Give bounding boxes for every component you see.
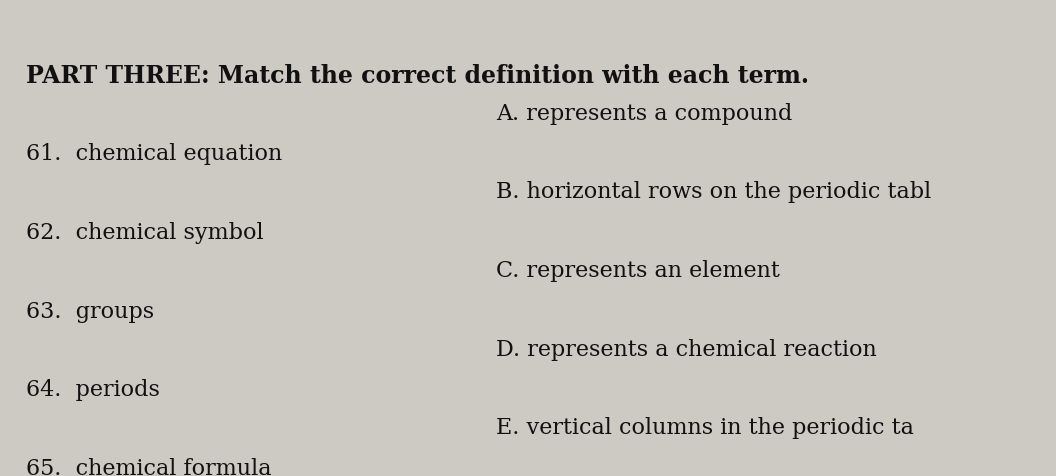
Text: 63.  groups: 63. groups <box>26 300 154 322</box>
Text: PART THREE: Match the correct definition with each term.: PART THREE: Match the correct definition… <box>26 64 809 88</box>
Text: 64.  periods: 64. periods <box>26 378 161 400</box>
Text: B. horizontal rows on the periodic tabl: B. horizontal rows on the periodic tabl <box>496 181 931 203</box>
Text: C. represents an element: C. represents an element <box>496 259 780 281</box>
Text: 65.  chemical formula: 65. chemical formula <box>26 457 271 476</box>
Text: D. represents a chemical reaction: D. represents a chemical reaction <box>496 338 878 360</box>
Text: E. vertical columns in the periodic ta: E. vertical columns in the periodic ta <box>496 416 914 438</box>
Text: 61.  chemical equation: 61. chemical equation <box>26 143 283 165</box>
Text: 62.  chemical symbol: 62. chemical symbol <box>26 221 264 243</box>
Text: A. represents a compound: A. represents a compound <box>496 102 793 124</box>
